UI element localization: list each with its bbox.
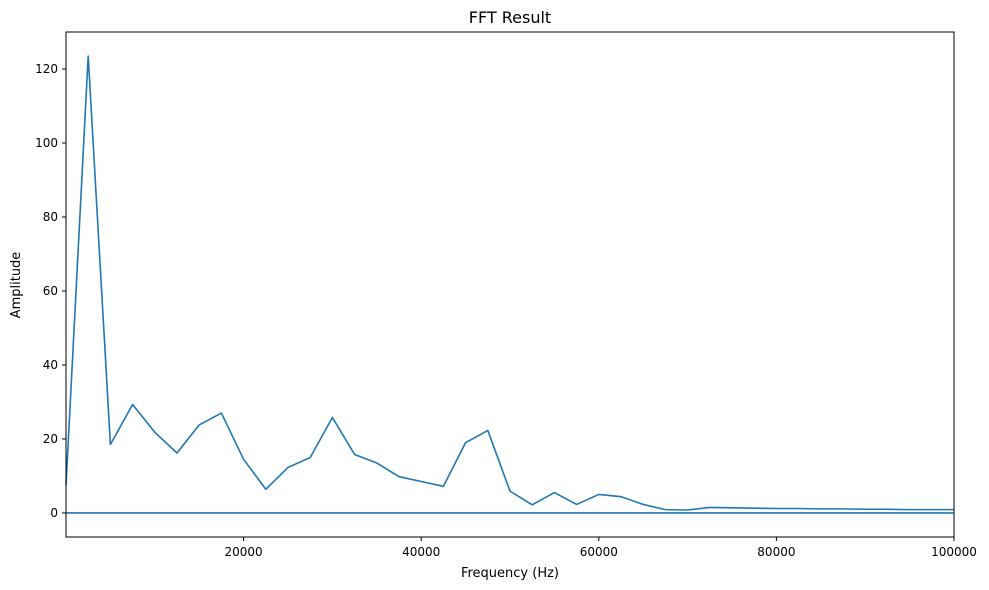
y-tick-label: 80 [43, 210, 58, 224]
y-tick-label: 100 [35, 136, 58, 150]
y-tick-label: 40 [43, 358, 58, 372]
chart-title: FFT Result [469, 8, 551, 27]
x-tick-label: 100000 [931, 545, 977, 559]
series-line-1 [65, 55, 954, 511]
y-axis-label: Amplitude [9, 252, 24, 319]
x-tick-label: 40000 [402, 545, 440, 559]
y-tick-label: 20 [43, 432, 58, 446]
y-tick-label: 60 [43, 284, 58, 298]
y-tick-label: 120 [35, 62, 58, 76]
plot-area: 20000 40000 60000 80000 100000 0 20 40 60 80 100 12… [35, 31, 977, 559]
axes-frame [65, 31, 955, 538]
x-tick-label: 20000 [225, 545, 263, 559]
x-tick-label: 80000 [757, 545, 795, 559]
x-axis-label: Frequency (Hz) [461, 566, 559, 581]
y-tick-label: 0 [50, 506, 58, 520]
x-tick-label: 60000 [580, 545, 618, 559]
